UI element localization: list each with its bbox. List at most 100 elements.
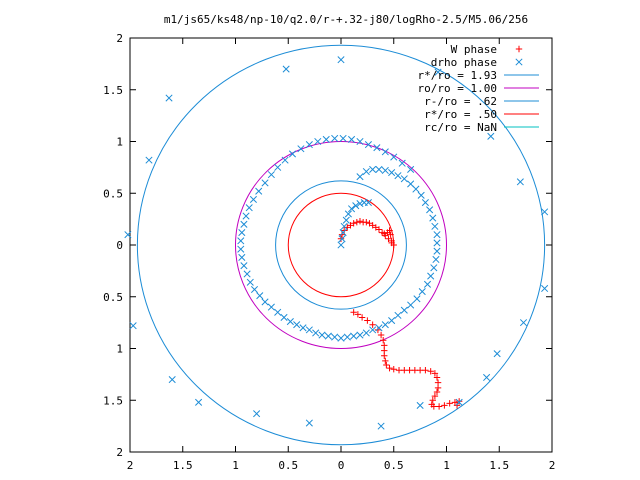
x-tick-label: 1.5 — [489, 459, 509, 472]
legend-label: r-/ro = .62 — [424, 95, 497, 108]
reference-circle — [136, 44, 546, 446]
data-point — [369, 321, 376, 328]
chart-title: m1/js65/ks48/np-10/q2.0/r-+.32-j80/logRh… — [164, 13, 528, 26]
x-tick-label: 1.5 — [173, 459, 193, 472]
data-point — [240, 262, 248, 270]
legend-label: drho phase — [431, 56, 497, 69]
data-point — [433, 247, 441, 255]
y-tick-label: 1.5 — [103, 84, 123, 97]
data-point — [400, 306, 408, 314]
data-point — [362, 167, 370, 176]
data-point — [322, 135, 330, 143]
data-point — [429, 214, 437, 222]
data-point — [426, 206, 434, 214]
data-point — [356, 173, 364, 181]
data-point — [446, 400, 453, 407]
legend-marker — [515, 45, 523, 53]
data-point — [384, 229, 391, 236]
data-point — [337, 235, 345, 242]
data-point — [305, 141, 313, 149]
data-point — [363, 219, 370, 226]
x-tick-label: 1 — [232, 459, 239, 472]
data-point — [305, 419, 313, 427]
data-point — [238, 253, 246, 261]
data-point — [338, 235, 346, 243]
data-point — [267, 171, 275, 179]
data-point — [364, 141, 372, 149]
data-point — [400, 175, 408, 183]
legend-marker — [515, 58, 523, 66]
data-point — [362, 329, 370, 337]
data-point — [318, 331, 326, 339]
data-point — [541, 208, 549, 216]
data-point — [282, 65, 290, 73]
data-point — [373, 144, 381, 152]
data-point — [347, 135, 356, 143]
data-point — [255, 187, 263, 195]
legend-label: ro/ro = 1.00 — [418, 82, 497, 95]
data-point — [394, 311, 402, 319]
data-point — [324, 332, 332, 340]
data-point — [354, 311, 362, 318]
data-point — [340, 222, 348, 230]
data-point — [377, 422, 385, 430]
data-point — [246, 278, 254, 286]
data-point — [516, 178, 524, 186]
data-point — [356, 137, 364, 146]
data-point — [337, 334, 345, 342]
data-point — [350, 220, 357, 227]
data-point — [381, 148, 389, 156]
legend-label: r*/ro = .50 — [424, 108, 497, 121]
data-point — [237, 237, 245, 245]
data-point — [430, 264, 438, 272]
data-point — [380, 337, 387, 344]
data-point — [305, 326, 313, 334]
data-point — [375, 324, 383, 332]
data-point — [388, 317, 396, 325]
data-point — [358, 314, 366, 321]
reference-circle — [235, 141, 447, 349]
data-point — [165, 94, 173, 102]
data-point — [369, 326, 377, 334]
data-point — [342, 216, 350, 224]
x-tick-label: 0.5 — [278, 459, 298, 472]
data-point — [541, 284, 549, 293]
data-point — [394, 172, 402, 180]
data-point — [382, 357, 389, 365]
data-point — [427, 272, 435, 280]
data-point — [242, 212, 250, 220]
data-point — [418, 288, 426, 296]
data-point — [455, 398, 463, 405]
data-point — [286, 318, 294, 326]
x-tick-label: 0 — [338, 459, 345, 472]
data-point — [422, 367, 429, 374]
data-point — [299, 324, 307, 332]
data-point — [441, 402, 448, 409]
data-point — [483, 373, 491, 382]
data-point — [423, 280, 432, 288]
data-point — [343, 333, 351, 341]
data-point — [364, 199, 372, 207]
data-point — [375, 165, 383, 173]
data-point — [338, 231, 346, 238]
data-point — [455, 398, 463, 406]
data-point — [374, 326, 382, 334]
data-point — [431, 370, 439, 377]
data-point — [280, 313, 288, 322]
data-point — [398, 159, 406, 167]
data-point — [281, 156, 289, 164]
data-point — [337, 56, 345, 64]
data-point — [253, 410, 261, 418]
data-point — [388, 168, 396, 177]
data-point — [421, 199, 429, 207]
y-tick-label: 1 — [116, 136, 123, 149]
axis-ticks: 2 1.5 1 0.5 0 0.5 1 1.5 221.510.500.511.52 — [103, 32, 555, 472]
y-tick-label: 1 — [116, 343, 123, 356]
data-point — [288, 150, 297, 158]
data-point — [350, 309, 357, 316]
data-point — [429, 397, 436, 404]
data-point — [390, 153, 398, 161]
data-point — [337, 241, 345, 249]
